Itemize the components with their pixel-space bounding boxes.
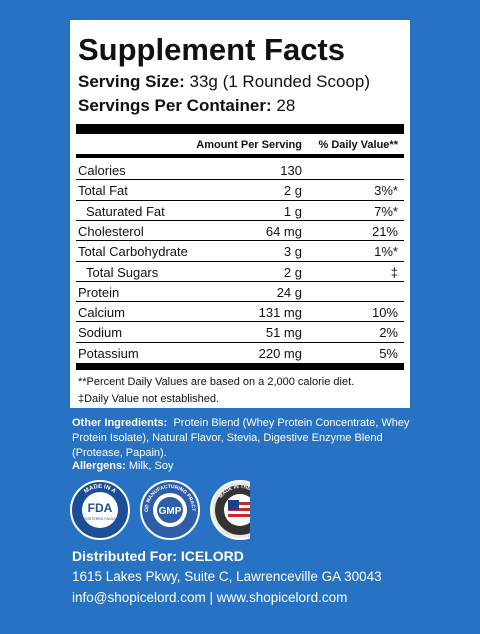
- row-name: Total Fat: [78, 183, 128, 199]
- row-amount: 2 g: [283, 183, 302, 199]
- header: Amount Per Serving: [196, 139, 302, 151]
- row-rule: [76, 179, 404, 181]
- title: Supplement Facts: [78, 32, 345, 67]
- row-dv: 5%: [379, 345, 398, 361]
- header: % Daily Value**: [318, 139, 399, 151]
- text: Milk, Soy: [128, 460, 174, 472]
- row-name: Total Carbohydrate: [78, 244, 188, 260]
- row-amount: 220 mg: [258, 345, 302, 361]
- row-amount: 130: [280, 163, 302, 178]
- value: 28: [276, 96, 296, 115]
- allergens: Allergens: Milk, Soy: [72, 460, 173, 472]
- fda: FDA: [88, 501, 113, 515]
- facts-panel: Supplement Facts Serving Size: 33g (1 Ro…: [70, 20, 410, 408]
- row-rule: [76, 321, 404, 323]
- row-name: Protein: [78, 284, 120, 300]
- rule: [76, 154, 404, 158]
- text: Protein Blend (Whey Protein Concentrate,…: [72, 417, 410, 459]
- row-dv: ‡: [390, 264, 398, 280]
- row-amount: 2 g: [283, 264, 302, 280]
- contact: info@shopicelord.com | www.shopicelord.c…: [72, 590, 348, 605]
- distributor: Distributed For: ICELORD: [72, 548, 244, 564]
- fda-sub: REGISTERED FACILITY: [80, 517, 121, 521]
- row-name: Sodium: [78, 325, 123, 341]
- row-name: Cholesterol: [78, 223, 144, 239]
- label: Servings Per Container:: [78, 96, 272, 115]
- row-rule: [76, 280, 404, 282]
- ring-path: MADE IN A: [83, 484, 117, 495]
- row-dv: 10%: [371, 305, 398, 321]
- label: Serving Size:: [78, 72, 185, 91]
- row-amount: 1 g: [283, 203, 302, 219]
- row-rule: [76, 260, 404, 262]
- address: 1615 Lakes Pkwy, Suite C, Lawrenceville …: [72, 569, 382, 584]
- ring-text: MADE IN A: [83, 484, 117, 495]
- thick-rule: [76, 363, 404, 370]
- row-dv: 7%*: [374, 203, 398, 219]
- row-dv: 3%*: [374, 183, 398, 199]
- row-amount: 24 g: [276, 284, 302, 300]
- gmp: GMP: [159, 506, 182, 517]
- row-rule: [76, 341, 404, 343]
- row-amount: 131 mg: [258, 305, 302, 321]
- thick-rule: [76, 124, 404, 134]
- value: 33g (1 Rounded Scoop): [189, 72, 371, 91]
- label: Other Ingredients:: [72, 417, 168, 429]
- footnote: ‡Daily Value not established.: [78, 393, 220, 405]
- footnote: **Percent Daily Values are based on a 2,…: [78, 376, 355, 388]
- fda-badge: MADE IN A FDA REGISTERED FACILITY: [70, 480, 130, 540]
- row-name: Saturated Fat: [86, 203, 165, 219]
- row-dv: 21%: [371, 223, 398, 239]
- row-name: Calcium: [78, 305, 125, 321]
- row-rule: [76, 240, 404, 242]
- usa-badge: MADE IN THE USA: [210, 480, 250, 540]
- row-name: Total Sugars: [86, 264, 159, 280]
- badges: MADE IN A FDA REGISTERED FACILITY GOOD M…: [60, 478, 250, 540]
- row-dv: 1%*: [374, 244, 398, 260]
- row-rule: [76, 199, 404, 201]
- serving-size: Serving Size: 33g (1 Rounded Scoop): [78, 72, 370, 92]
- row-amount: 3 g: [283, 244, 302, 260]
- row-name: Potassium: [78, 345, 139, 361]
- row-name: Calories: [78, 163, 126, 178]
- row-dv: 2%: [379, 325, 398, 341]
- row-rule: [76, 301, 404, 303]
- row-amount: 64 mg: [265, 223, 302, 239]
- row-rule: [76, 219, 404, 221]
- row-amount: 51 mg: [265, 325, 302, 341]
- other-ingredients: Other Ingredients: Protein Blend (Whey P…: [72, 416, 417, 461]
- label: Allergens:: [72, 460, 126, 472]
- servings-per-container: Servings Per Container: 28: [78, 96, 295, 116]
